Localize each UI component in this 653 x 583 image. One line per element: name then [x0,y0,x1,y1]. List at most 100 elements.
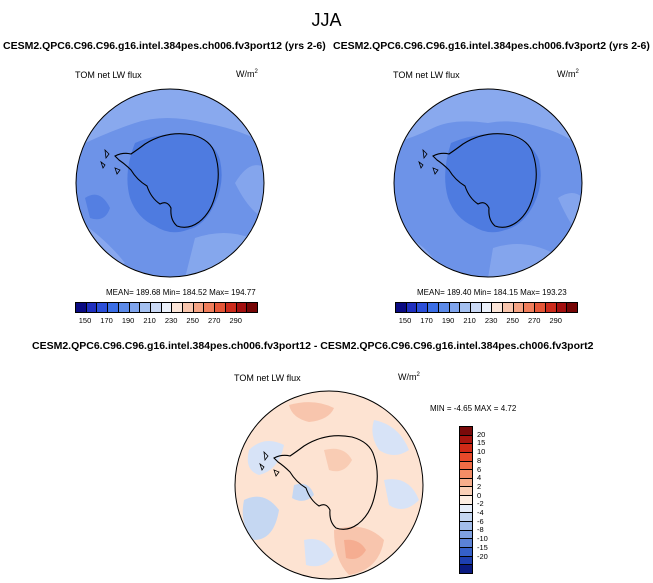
panel1-antarctica-field [127,134,222,233]
difference-field-patch [247,441,284,475]
difference-field-patch [304,539,334,567]
panel2-colorbar-swatch [470,303,482,312]
difference-map-border [234,390,424,580]
difference-colorbar-swatch [460,530,472,540]
panel2-colorbar-swatch [492,303,504,312]
difference-colorbar-swatch [460,435,472,445]
panel1-colorbar-tick-label: 210 [143,316,156,325]
difference-field-patch [242,496,279,540]
difference-colorbar-tick-label: -8 [477,525,484,535]
panel1-colorbar-swatch [183,303,194,312]
panel1-colorbar-swatch [76,303,87,312]
panel2-colorbar-swatch [438,303,450,312]
panel1-colorbar-swatch [204,303,216,312]
panel2-colorbar-swatch [545,303,557,312]
difference-colorbar-tick-label: 0 [477,490,482,500]
difference-antarctica-coastline [273,435,378,530]
season-title: JJA [311,10,342,30]
panel2-colorbar-tick-label: 150 [398,316,412,325]
difference-colorbar [459,426,473,574]
difference-colorbar-swatch [460,470,472,479]
difference-colorbar-tick-label: 6 [477,464,482,474]
panel1-stats: MEAN= 189.68 Min= 184.52 Max= 194.77 [106,288,256,297]
panel2-case-title: CESM2.QPC6.C96.C96.g16.intel.384pes.ch00… [333,40,650,52]
difference-colorbar-swatch [460,444,472,453]
panel1-antarctica-coastline [114,133,219,228]
panel2-colorbar-tick-label: 190 [441,316,455,325]
panel2-colorbar-tick-label: 290 [549,316,562,325]
difference-field-patch [292,483,314,501]
panel2-colorbar-swatch [567,303,577,312]
panel2-colorbar-swatch [428,303,439,312]
panel2-antarctica-field [445,134,541,233]
panel1-colorbar-tick-label: 290 [229,316,242,325]
difference-colorbar-tick-label: 20 [477,429,486,439]
difference-colorbar-tick-label: 4 [477,473,482,483]
difference-stats: MIN = -4.65 MAX = 4.72 [430,404,517,413]
panel1-colorbar-swatch [129,303,141,312]
panel2-colorbar-tick-label: 250 [506,316,519,325]
panel2-colorbar-swatch [396,303,407,312]
panel1-colorbar-swatch [225,303,237,312]
panel1-colorbar-tick-label: 250 [186,316,199,325]
panel1-colorbar-swatch [97,303,109,312]
panel2-field-patch [394,89,582,148]
panel2-colorbar-swatch [535,303,546,312]
difference-peninsula-coast [259,450,280,477]
panel2-units: W/m2 [557,69,579,79]
difference-colorbar-swatch [460,496,472,505]
difference-colorbar-swatch [460,513,472,523]
difference-colorbar-tick-label: 15 [477,438,486,448]
difference-colorbar-swatch [460,522,472,531]
panel2-colorbar-tick-label: 170 [420,316,433,325]
panel2-colorbar-tick-label: 210 [463,316,476,325]
panel2-colorbar-swatch [449,303,461,312]
panel1-colorbar-swatch [108,303,119,312]
difference-field-patch [344,539,366,559]
difference-field-patch [372,420,409,455]
difference-field-patch [324,448,352,472]
difference-colorbar-tick-label: -15 [477,542,488,552]
panel1-variable-label: TOM net LW flux [75,70,142,80]
panel1-colorbar-swatch [236,303,248,312]
panel1-colorbar-swatch [247,303,257,312]
panel1-colorbar [75,302,258,313]
panel2-map-border [393,88,583,278]
panel1-colorbar-swatch [150,303,162,312]
panel2-polar-map [393,88,583,278]
difference-colorbar-tick-label: -20 [477,551,488,561]
difference-field-patch [289,402,334,422]
difference-colorbar-swatch [460,478,472,488]
panel1-colorbar-tick-label: 150 [78,316,92,325]
difference-colorbar-tick-label: -10 [477,534,488,544]
difference-colorbar-swatch [460,539,472,548]
panel2-colorbar-swatch [556,303,568,312]
panel2-colorbar-swatch [417,303,429,312]
difference-polar-map [234,390,424,580]
panel1-polar-map [75,88,265,278]
panel1-colorbar-swatch [118,303,130,312]
panel1-field-patch [185,233,264,277]
panel2-colorbar-swatch [481,303,493,312]
difference-colorbar-swatch [460,504,472,514]
panel1-case-title: CESM2.QPC6.C96.C96.g16.intel.384pes.ch00… [3,40,326,52]
difference-colorbar-swatch [460,547,472,557]
panel1-colorbar-swatch [86,303,98,312]
panel2-peninsula-coast [418,148,439,175]
panel1-colorbar-tick-label: 190 [121,316,135,325]
panel1-colorbar-swatch [172,303,184,312]
panel1-peninsula-coast [100,148,121,175]
panel2-colorbar-swatch [524,303,536,312]
panel1-field-patch [76,89,264,148]
panel2-colorbar [395,302,578,313]
panel2-colorbar-ticks: 150 170 190 210 230 250 270 290 [395,316,578,326]
panel1-colorbar-swatch [193,303,205,312]
panel2-colorbar-tick-label: 230 [484,316,498,325]
panel1-colorbar-tick-label: 270 [207,316,221,325]
difference-colorbar-tick-label: -2 [477,499,484,509]
difference-colorbar-tick-label: -4 [477,508,484,518]
difference-field-patch [384,479,419,509]
panel1-colorbar-ticks: 150 170 190 210 230 250 270 290 [75,316,258,326]
panel2-colorbar-swatch [513,303,525,312]
difference-colorbar-swatch [460,452,472,462]
